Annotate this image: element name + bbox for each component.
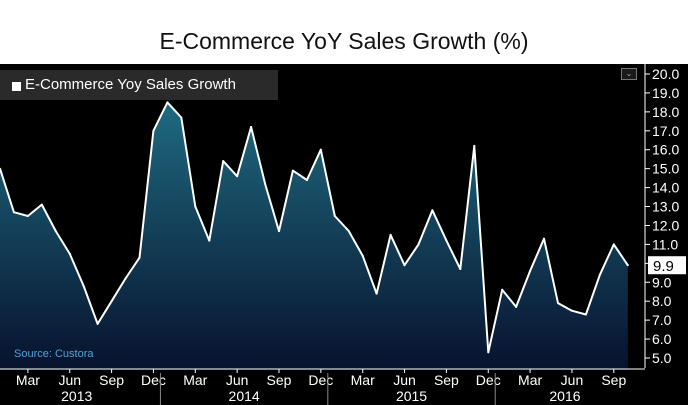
data-point	[54, 230, 57, 233]
series-area	[0, 102, 628, 371]
data-point	[529, 269, 532, 272]
x-month-label: Sep	[99, 372, 124, 388]
last-value-label: 9.9	[653, 258, 674, 275]
x-month-label: Jun	[561, 372, 584, 388]
data-point	[152, 129, 155, 132]
data-point	[459, 268, 462, 270]
data-point	[124, 277, 127, 280]
data-point	[375, 292, 378, 295]
x-month-label: Mar	[183, 372, 207, 388]
data-point	[82, 285, 85, 288]
y-tick-label: 12.0	[652, 217, 679, 233]
data-point	[40, 203, 43, 206]
chart-menu-icon[interactable]: ⌄	[621, 68, 637, 80]
data-point	[250, 126, 253, 128]
x-year-label: 2013	[61, 388, 92, 404]
y-tick-label: 20.0	[652, 66, 679, 82]
y-tick-label: 18.0	[652, 104, 679, 120]
legend	[0, 70, 278, 100]
x-month-label: Dec	[141, 372, 166, 388]
y-tick-label: 13.0	[652, 199, 679, 215]
data-point	[445, 239, 448, 242]
y-tick-label: 6.0	[652, 331, 672, 347]
data-point	[612, 243, 615, 246]
x-month-label: Sep	[434, 372, 459, 388]
chart-title: E-Commerce YoY Sales Growth (%)	[159, 28, 529, 54]
data-point	[264, 182, 267, 185]
legend-label: E-Commerce Yoy Sales Growth	[25, 76, 236, 93]
y-tick-label: 16.0	[652, 142, 679, 158]
x-month-label: Sep	[267, 372, 292, 388]
data-point	[110, 300, 113, 303]
x-month-label: Dec	[476, 372, 501, 388]
data-point	[417, 243, 420, 246]
data-point	[222, 160, 225, 163]
data-point	[515, 305, 518, 308]
data-point	[431, 209, 434, 212]
data-point	[305, 179, 308, 181]
series-line	[0, 101, 629, 354]
data-point	[138, 256, 141, 259]
legend-swatch	[12, 82, 21, 91]
data-point	[0, 167, 1, 170]
data-point	[236, 175, 239, 178]
data-point	[166, 101, 169, 104]
y-tick-label: 17.0	[652, 123, 679, 139]
x-month-label: Mar	[518, 372, 542, 388]
x-month-label: Sep	[601, 372, 626, 388]
source-note: Source: Custora	[14, 348, 94, 360]
data-point	[208, 239, 211, 242]
y-tick-label: 14.0	[652, 180, 679, 196]
x-year-label: 2014	[229, 388, 260, 404]
data-point	[194, 205, 197, 208]
data-point	[584, 313, 587, 316]
data-point	[278, 230, 280, 233]
x-month-label: Jun	[58, 372, 81, 388]
data-point	[361, 254, 364, 257]
x-month-label: Jun	[226, 372, 249, 388]
data-point	[389, 233, 392, 236]
data-point	[319, 148, 322, 151]
data-point	[68, 252, 71, 255]
x-year-label: 2015	[396, 388, 427, 404]
y-tick-label: 9.0	[652, 274, 672, 290]
data-point	[473, 144, 476, 147]
data-point	[626, 264, 629, 267]
y-tick-label: 8.0	[652, 293, 672, 309]
data-point	[557, 302, 559, 305]
y-tick-label: 15.0	[652, 161, 679, 177]
data-point	[96, 322, 99, 325]
x-month-label: Dec	[308, 372, 333, 388]
x-month-label: Mar	[351, 372, 375, 388]
x-month-label: Mar	[16, 372, 40, 388]
data-point	[347, 230, 350, 233]
x-month-label: Jun	[393, 372, 416, 388]
data-point	[180, 116, 183, 119]
x-year-label: 2016	[549, 388, 580, 404]
data-point	[12, 211, 15, 214]
y-tick-label: 19.0	[652, 85, 679, 101]
data-point	[291, 169, 294, 172]
data-point	[403, 264, 406, 267]
data-point	[487, 351, 490, 354]
data-point	[570, 309, 573, 312]
last-value-badge	[648, 256, 686, 275]
y-tick-label: 11.0	[652, 236, 678, 252]
y-tick-label: 7.0	[652, 312, 672, 328]
data-point	[501, 288, 504, 291]
data-point	[598, 273, 601, 276]
y-tick-label: 5.0	[652, 350, 672, 366]
data-point	[333, 215, 336, 217]
data-point	[543, 237, 545, 240]
data-point	[26, 215, 29, 217]
